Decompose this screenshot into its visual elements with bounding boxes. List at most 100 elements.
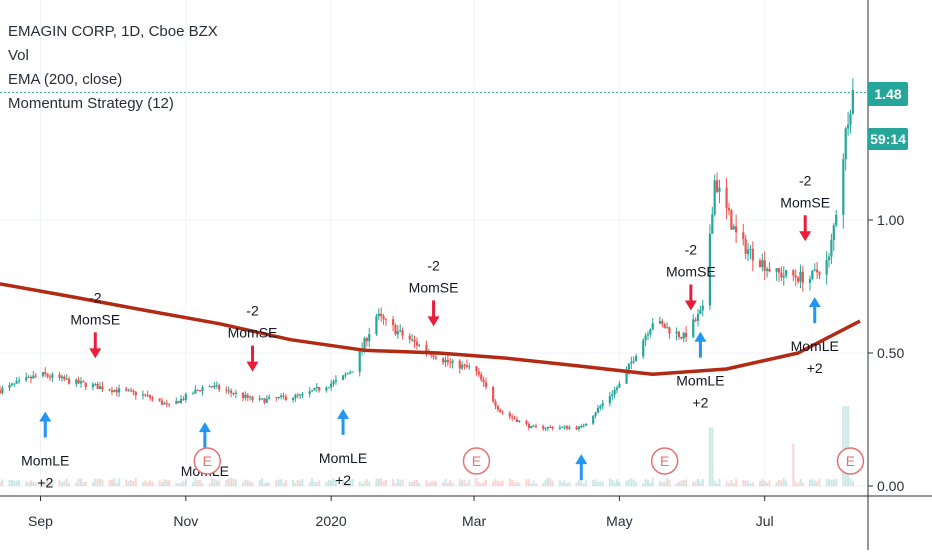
candle-body [777,268,781,273]
candle-body [658,321,661,324]
candle-body [108,389,111,391]
legend-ema[interactable]: EMA (200, close) [8,71,123,88]
legend-strategy[interactable]: Momentum Strategy (12) [8,95,174,112]
volume-bar [725,481,728,486]
volume-bar [191,482,194,486]
candle-body [625,369,628,384]
candle-body [668,327,671,334]
candle-body [210,386,214,388]
candle-body [442,358,445,363]
volume-bar [618,481,621,486]
candle-body [299,394,302,396]
candle-body [594,412,597,416]
candle-body [268,397,271,399]
time-axis[interactable]: Sep Nov 2020 Mar May Jul [28,496,774,529]
volume-bar [380,478,383,486]
volume-bar [666,478,669,486]
legend-vol[interactable]: Vol [8,47,29,64]
volume-bar [284,480,287,486]
volume-bar [294,483,297,486]
signal-label: MomLE [676,373,724,389]
volume-bar [432,480,435,486]
volume-bar [635,481,638,486]
volume-bar [747,480,750,486]
candle-body [699,310,702,315]
volume-bar [46,481,49,486]
candle-body [611,394,614,397]
candle-body [63,376,66,380]
volume-bar [332,478,335,486]
candle-body [465,364,469,367]
candle-body [577,426,580,430]
candle-body [844,128,847,160]
volume-bar [268,482,271,486]
candle-body [632,360,635,362]
volume-bar [15,480,18,486]
volume-bar [811,478,814,486]
volume-bar [225,479,228,486]
volume-bar [808,479,811,486]
signal-label: MomSE [228,325,278,341]
candle-body [492,386,495,402]
volume-bar [513,481,516,486]
symbol-title[interactable]: EMAGIN CORP, 1D, Cboe BZX [8,23,218,40]
candle-body [665,327,669,329]
volume-bar [132,481,135,486]
volume-bar [658,481,661,486]
volume-bar [249,481,252,486]
candle-body [296,394,299,396]
chart-legend: EMAGIN CORP, 1D, Cboe BZX Vol EMA (200, … [8,20,218,116]
candle-body [148,395,152,398]
volume-bar [530,483,533,486]
price-axis[interactable]: 1.00 0.50 0.00 [868,212,904,494]
volume-bar [184,479,187,486]
candle-body [225,389,228,391]
candle-body [565,426,569,429]
volume-bar [27,481,30,486]
candle-body [84,382,87,388]
candle-body [344,374,347,376]
sell-arrow-icon [89,348,102,359]
signal-qty: -2 [89,289,102,305]
candle-body [561,426,564,428]
volume-bar [325,482,328,486]
volume-bar [118,478,121,486]
signal-label: MomLE [21,453,69,469]
volume-bar [508,478,511,486]
sell-arrow-icon [427,316,440,327]
candle-body [708,233,712,306]
candle-body [677,331,681,337]
candle-body [46,374,49,377]
signal-qty: -2 [799,172,812,188]
volume-bar [780,480,783,486]
candle-body [51,374,54,378]
volume-bar [63,481,66,486]
candle-body [184,394,187,400]
volume-bar [515,482,518,486]
volume-bar [96,478,99,486]
volume-bar [232,478,235,486]
buy-signal: MomLE +2 [676,331,725,411]
volume-bar [425,479,428,486]
candle-body [249,396,252,398]
volume-bar [49,482,52,486]
candle-body [363,338,366,349]
candle-body [382,316,385,320]
sell-signal: MomSE -2 [70,289,120,359]
candle-body [282,395,285,397]
volume-bar [334,480,337,486]
candle-body [818,272,821,275]
signal-label: MomSE [409,279,459,295]
volume-bar [165,479,168,486]
volume-bar [718,478,721,486]
sell-signal: MomSE -2 [228,303,278,372]
candle-body [308,391,311,394]
volume-bar [144,480,147,486]
volume-bar [292,479,295,486]
volume-bar [430,481,433,486]
volume-bar [258,479,261,486]
volume-bar [677,481,680,486]
candle-body [134,392,137,396]
